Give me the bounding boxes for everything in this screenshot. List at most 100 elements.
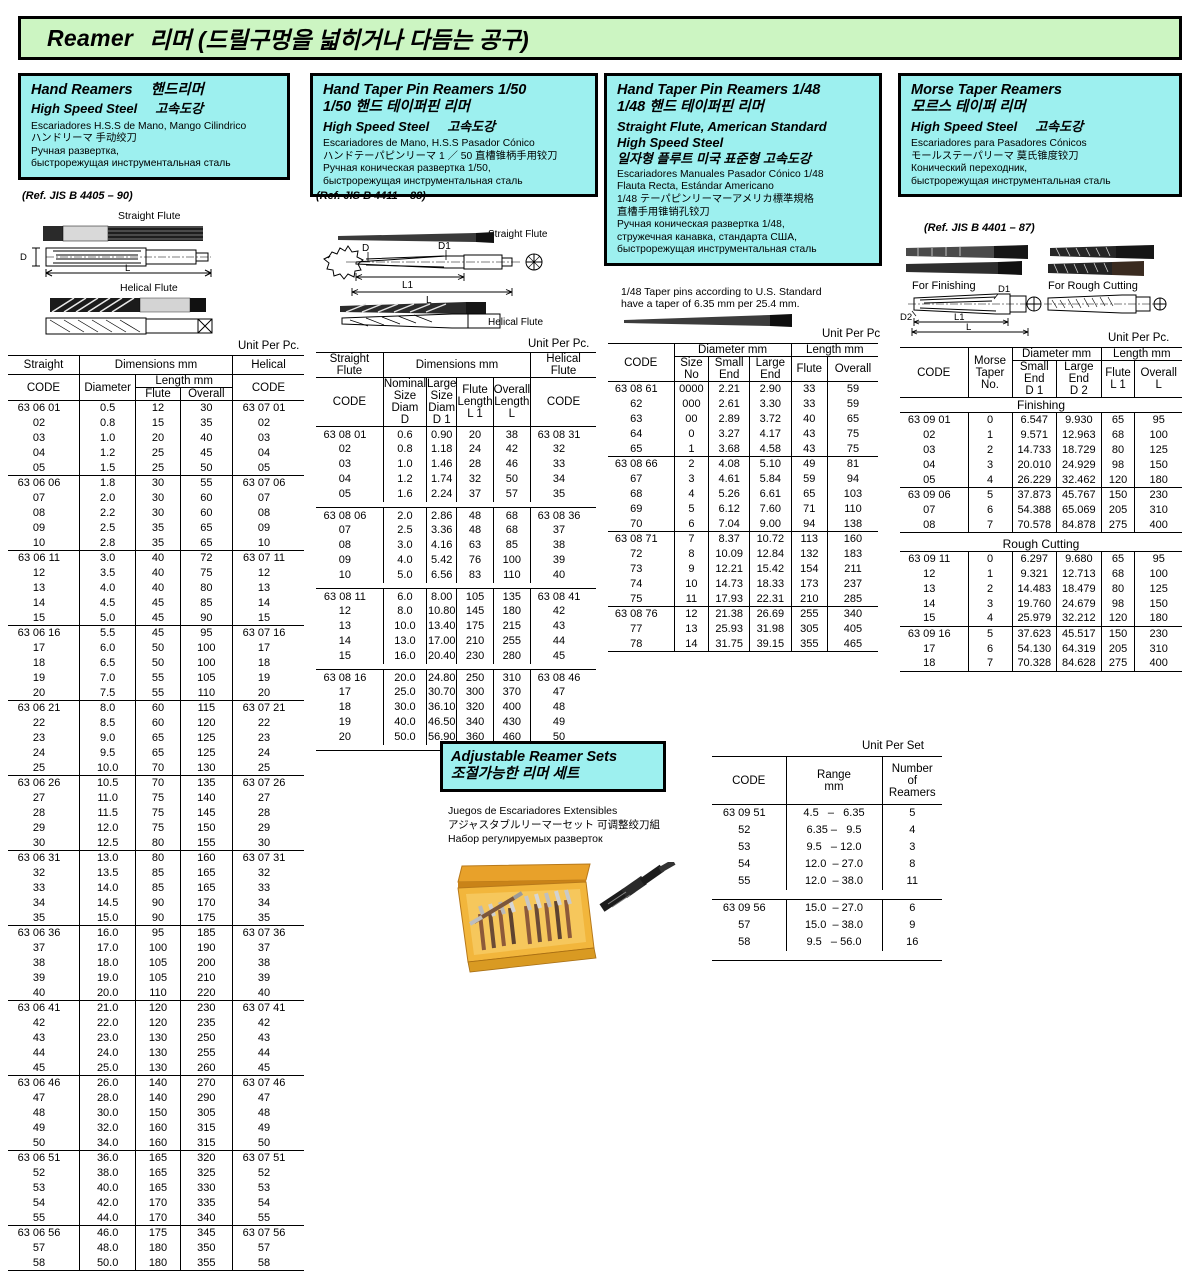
taper150-sub-en: High Speed Steel (323, 118, 430, 134)
cell-small-end: 3.27 (708, 426, 751, 442)
cell-small-end: 12.21 (708, 561, 751, 577)
cell-code: 05 (900, 472, 969, 488)
cell-flute: 170 (135, 1210, 181, 1226)
taper148-title-kr: 1/48 핸드 테이퍼핀 리머 (617, 99, 765, 116)
cell-large-diam: 1.18 (426, 441, 458, 457)
cell-code: 57 (8, 1240, 80, 1256)
hand-reamers-sub-kr: 고속도강 (155, 101, 204, 117)
cell-overall: 85 (180, 595, 233, 611)
cell-helical-code: 52 (257, 1167, 271, 1179)
cell-size-no: 5 (674, 501, 710, 517)
morse-diagram: For Finishing For Rough Cutting D1 D2 L1… (898, 240, 1188, 345)
cell-number-of-reamers: 4 (909, 824, 916, 836)
cell-nominal-diam: 20.0 (383, 669, 428, 685)
label-dim-D: D (20, 252, 27, 263)
cell-flute: 65 (135, 730, 181, 746)
table-row: 04 1.2 25 45 04 (8, 445, 304, 461)
table-row: 34 14.5 90 170 34 (8, 895, 304, 911)
hand-reamers-es: Escariadores H.S.S de Mano, Mango Cilind… (31, 120, 247, 132)
cell-helical-code: 34 (257, 897, 271, 909)
cell-number-of-reamers: 5 (882, 804, 942, 822)
cell-small-end: 6.12 (708, 501, 751, 517)
cell-small-end: 14.733 (1012, 442, 1058, 458)
cell-helical-code: 54 (257, 1197, 271, 1209)
cell-flute-length: 210 (456, 633, 494, 649)
cell-overall: 81 (827, 456, 878, 472)
table-row: 03 2 14.733 18.729 80 125 (900, 442, 1182, 458)
table-row: 42 22.0 120 235 42 (8, 1015, 304, 1031)
cell-large-diam: 8.00 (426, 588, 458, 604)
cell-overall: 150 (1149, 459, 1168, 471)
cell-diameter: 20.0 (79, 985, 137, 1001)
cell-flute: 275 (1101, 656, 1136, 671)
cell-morse-no: 6 (968, 641, 1013, 656)
cell-flute: 75 (135, 790, 181, 806)
cell-code: 14 (900, 596, 969, 611)
cell-overall: 150 (1149, 597, 1168, 610)
cell-diameter: 9.0 (79, 730, 137, 746)
cell-overall-length: 280 (493, 648, 532, 664)
label-dim-D1-morse: D1 (998, 284, 1010, 295)
table-row: 63 08 06 2.0 2.86 48 68 63 08 36 (316, 507, 596, 523)
table-row: 63 06 56 46.0 175 345 63 07 56 (8, 1225, 304, 1241)
cell-size-no: 1 (674, 441, 710, 457)
table-row: 04 3 20.010 24.929 98 150 (900, 457, 1182, 473)
adjustable-title-kr: 조절가능한 리머 세트 (451, 766, 580, 783)
table-row: 48 30.0 150 305 48 (8, 1105, 304, 1121)
cell-helical-code: 24 (257, 747, 271, 759)
cell-flute: 43 (791, 426, 828, 442)
cell-flute: 45 (135, 610, 181, 626)
cell-helical-code: 48 (552, 701, 566, 714)
cell-overall-length: 42 (493, 441, 532, 457)
cell-flute: 175 (135, 1225, 181, 1241)
cell-overall: 230 (1134, 487, 1182, 503)
cell-overall-length: 370 (493, 684, 532, 700)
cell-helical-code: 57 (257, 1242, 271, 1254)
cell-large-end: 65.069 (1056, 502, 1102, 518)
cell-code: 05 (8, 460, 80, 476)
table-row: 17 25.0 30.70 300 370 47 (316, 684, 596, 700)
table-row: 12 1 9.321 12.713 68 100 (900, 566, 1182, 581)
cell-flute: 113 (791, 531, 828, 547)
cell-overall: 75 (846, 442, 860, 455)
label-dim-L-morse: L (966, 322, 971, 333)
table-row: 68 4 5.26 6.61 65 103 (608, 486, 878, 502)
cell-code: 07 (900, 502, 969, 518)
table-row: 63 09 01 0 6.547 9.930 65 95 (900, 412, 1182, 428)
cell-large-end: 22.31 (749, 591, 792, 607)
cell-helical-code: 63 08 41 (530, 588, 596, 604)
cell-diameter: 5.5 (79, 625, 137, 641)
cell-code: 19 (8, 670, 80, 686)
cell-flute: 85 (135, 880, 181, 896)
cell-helical-code: 39 (257, 972, 271, 984)
cell-flute: 132 (791, 546, 828, 562)
cell-code: 03 (8, 430, 80, 446)
table-row: 19 40.0 46.50 340 430 49 (316, 714, 596, 730)
cell-helical-code: 39 (552, 554, 566, 567)
table-row: 57 48.0 180 350 57 (8, 1240, 304, 1256)
cell-flute: 50 (135, 655, 181, 671)
cell-overall-length: 255 (493, 633, 532, 649)
cell-large-end: 26.69 (749, 606, 792, 622)
cell-diameter: 7.5 (79, 685, 137, 701)
cell-code: 29 (8, 820, 80, 836)
cell-code: 08 (316, 537, 384, 553)
cell-flute: 165 (135, 1150, 181, 1166)
cell-flute: 305 (791, 621, 828, 637)
cell-flute: 35 (135, 535, 181, 551)
hand-reamers-ru2: быстрорежущая инструментальная сталь (31, 158, 231, 170)
table-hand-reamers: Straight Dimensions mm Helical CODE Diameter… (8, 355, 304, 1273)
cell-small-end: 3.68 (708, 441, 751, 457)
cell-code: 64 (608, 426, 675, 442)
table-row: 04 1.2 1.74 32 50 34 (316, 471, 596, 487)
cell-diameter: 16.0 (79, 925, 137, 941)
adjustable-ru: Набор регулируемых разверток (448, 833, 603, 845)
table-row: 58 50.0 180 355 58 (8, 1255, 304, 1271)
cell-overall: 60 (180, 505, 233, 521)
cell-code: 23 (8, 730, 80, 746)
cell-overall-length: 310 (493, 669, 532, 685)
table-row: 54 12.0 – 27.0 8 (712, 855, 942, 873)
cell-helical-code: 50 (552, 731, 566, 744)
cell-flute: 25 (135, 460, 181, 476)
cell-code: 12 (8, 565, 80, 581)
